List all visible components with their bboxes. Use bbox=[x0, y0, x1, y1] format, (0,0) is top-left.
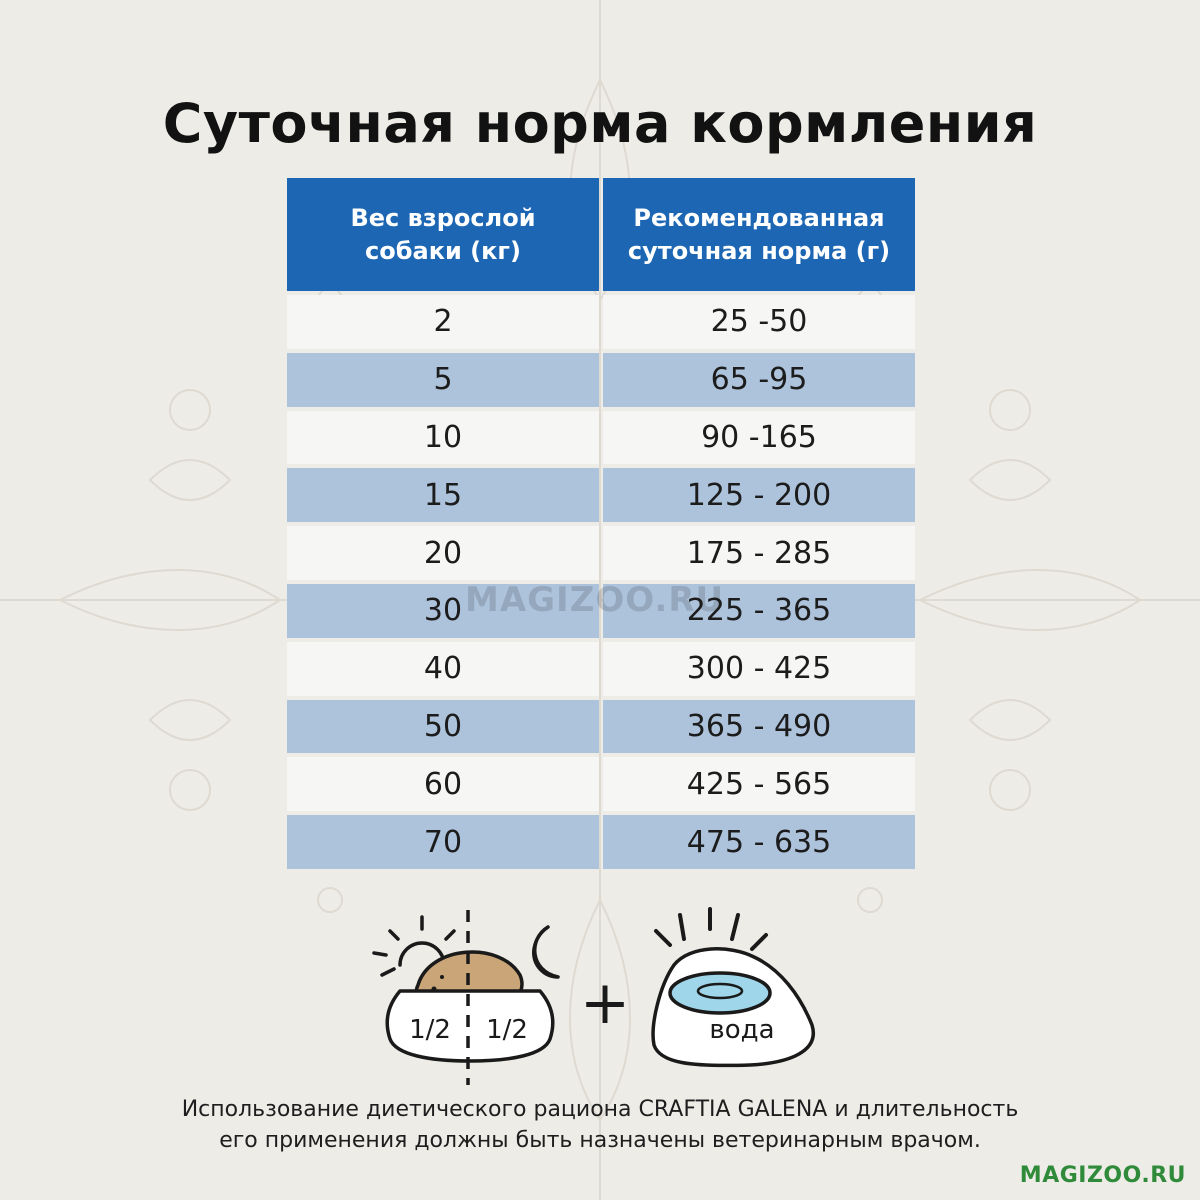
daily-norm-cell: 425 - 565 bbox=[603, 757, 915, 812]
page-title: Суточная норма кормления bbox=[162, 92, 1038, 155]
evening-portion-label: 1/2 bbox=[486, 1015, 528, 1045]
weight-cell: 40 bbox=[287, 641, 599, 696]
feeding-illustration: 1/2 1/2 + вода bbox=[372, 907, 816, 1085]
water-bowl-icon bbox=[651, 907, 816, 1068]
weight-cell: 60 bbox=[287, 757, 599, 812]
morning-portion-label: 1/2 bbox=[409, 1015, 451, 1045]
weight-cell: 50 bbox=[287, 699, 599, 754]
table-row: 15 125 - 200 bbox=[287, 468, 915, 523]
table-row: 60 425 - 565 bbox=[287, 757, 915, 812]
daily-norm-cell: 475 - 635 bbox=[603, 815, 915, 869]
weight-cell: 5 bbox=[287, 352, 599, 407]
food-bowl-icon bbox=[385, 910, 555, 1085]
plus-sign: + bbox=[580, 968, 630, 1038]
weight-cell: 15 bbox=[287, 468, 599, 523]
weight-cell: 2 bbox=[287, 295, 599, 349]
daily-norm-cell: 90 -165 bbox=[603, 410, 915, 465]
daily-norm-cell: 25 -50 bbox=[603, 295, 915, 349]
table-row: 30 225 - 365 bbox=[287, 583, 915, 638]
weight-cell: 30 bbox=[287, 583, 599, 638]
table-row: 40 300 - 425 bbox=[287, 641, 915, 696]
table-row: 50 365 - 490 bbox=[287, 699, 915, 754]
table-header: Вес взрослой собаки (кг) Рекомендованная… bbox=[287, 178, 915, 291]
watermark: MAGIZOO.RU bbox=[465, 580, 725, 620]
moon-icon bbox=[532, 925, 560, 979]
daily-norm-cell: 300 - 425 bbox=[603, 641, 915, 696]
daily-norm-cell: 65 -95 bbox=[603, 352, 915, 407]
water-label: вода bbox=[709, 1015, 774, 1045]
table-row: 5 65 -95 bbox=[287, 352, 915, 407]
disclaimer: Использование диетического рациона CRAFT… bbox=[0, 1094, 1200, 1156]
header-daily-norm: Рекомендованная суточная норма (г) bbox=[603, 178, 915, 291]
daily-norm-cell: 175 - 285 bbox=[603, 526, 915, 580]
weight-cell: 70 bbox=[287, 815, 599, 869]
brand-logo-text: MAGIZOO.RU bbox=[1019, 1163, 1186, 1188]
daily-norm-cell: 125 - 200 bbox=[603, 468, 915, 523]
feeding-table: Вес взрослой собаки (кг) Рекомендованная… bbox=[287, 178, 915, 873]
weight-cell: 20 bbox=[287, 526, 599, 580]
table-row: 20 175 - 285 bbox=[287, 526, 915, 580]
daily-norm-cell: 365 - 490 bbox=[603, 699, 915, 754]
header-weight-label: Вес взрослой собаки (кг) bbox=[350, 203, 536, 265]
table-body: 2 25 -50 5 65 -95 10 90 -165 15 125 - 200 20 175 … bbox=[287, 295, 915, 869]
daily-norm-cell: 225 - 365 bbox=[603, 583, 915, 638]
disclaimer-line-1: Использование диетического рациона CRAFT… bbox=[181, 1097, 1019, 1122]
weight-cell: 10 bbox=[287, 410, 599, 465]
header-weight: Вес взрослой собаки (кг) bbox=[287, 178, 599, 291]
table-row: 10 90 -165 bbox=[287, 410, 915, 465]
table-row: 70 475 - 635 bbox=[287, 815, 915, 869]
disclaimer-line-2: его применения должны быть назначены вет… bbox=[219, 1128, 981, 1153]
table-row: 2 25 -50 bbox=[287, 295, 915, 349]
header-daily-norm-label: Рекомендованная суточная норма (г) bbox=[627, 203, 891, 265]
